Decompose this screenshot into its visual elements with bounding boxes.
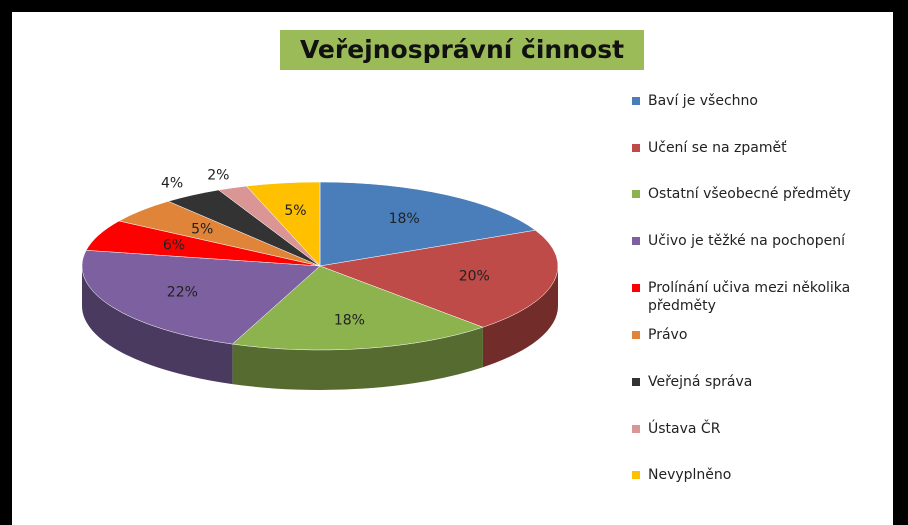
data-label: 20% — [459, 268, 490, 284]
legend-label: Ústava ČR — [648, 421, 721, 437]
data-label: 2% — [207, 167, 229, 183]
legend-item: Baví je všechno — [632, 92, 894, 110]
pie-chart: 18% 20% 18% 22% 6% 5% 4% 2% 5% — [81, 167, 559, 390]
legend-label: Baví je všechno — [648, 93, 758, 109]
legend-item: Právo — [632, 326, 894, 344]
data-label: 4% — [161, 176, 183, 192]
slice-side — [232, 327, 483, 390]
chart-area: Veřejnosprávní činnost 18% 20% 18% 22% 6% 5% 4… — [12, 12, 893, 525]
slice — [81, 249, 321, 345]
legend-label: Učení se na zpaměť — [648, 140, 787, 156]
data-label: 18% — [334, 312, 365, 328]
legend-label: Nevyplněno — [648, 467, 732, 483]
legend-item: Nevyplněno — [632, 466, 894, 484]
data-label: 5% — [191, 221, 213, 237]
legend-item: Učení se na zpaměť — [632, 139, 894, 157]
legend-swatch — [632, 144, 640, 152]
legend-swatch — [632, 378, 640, 386]
legend-swatch — [632, 97, 640, 105]
legend-swatch — [632, 471, 640, 479]
legend-label: Prolínání učiva mezi několika předměty — [648, 280, 851, 314]
slice-side — [82, 266, 233, 385]
legend-swatch — [632, 331, 640, 339]
legend-item: Veřejná správa — [632, 373, 894, 391]
legend-item: Ostatní všeobecné předměty — [632, 185, 894, 203]
legend-swatch — [632, 284, 640, 292]
legend-item: Učivo je těžké na pochopení — [632, 232, 894, 250]
legend-item: Prolínání učiva mezi několika předměty — [632, 279, 894, 315]
legend-swatch — [632, 425, 640, 433]
data-label: 18% — [389, 211, 420, 227]
legend-label: Právo — [648, 327, 688, 343]
slice — [319, 181, 536, 267]
chart-title: Veřejnosprávní činnost — [280, 30, 644, 70]
legend-swatch — [632, 237, 640, 245]
slice-side — [482, 266, 558, 368]
legend-swatch — [632, 190, 640, 198]
legend-label: Učivo je těžké na pochopení — [648, 233, 845, 249]
data-label: 22% — [167, 285, 198, 301]
legend-label: Ostatní všeobecné předměty — [648, 186, 851, 202]
slice — [319, 229, 559, 328]
slice — [245, 181, 321, 267]
legend-item: Ústava ČR — [632, 420, 894, 438]
slice — [231, 265, 484, 351]
data-label: 6% — [163, 238, 185, 254]
data-label: 5% — [284, 203, 306, 219]
legend-label: Veřejná správa — [648, 374, 753, 390]
